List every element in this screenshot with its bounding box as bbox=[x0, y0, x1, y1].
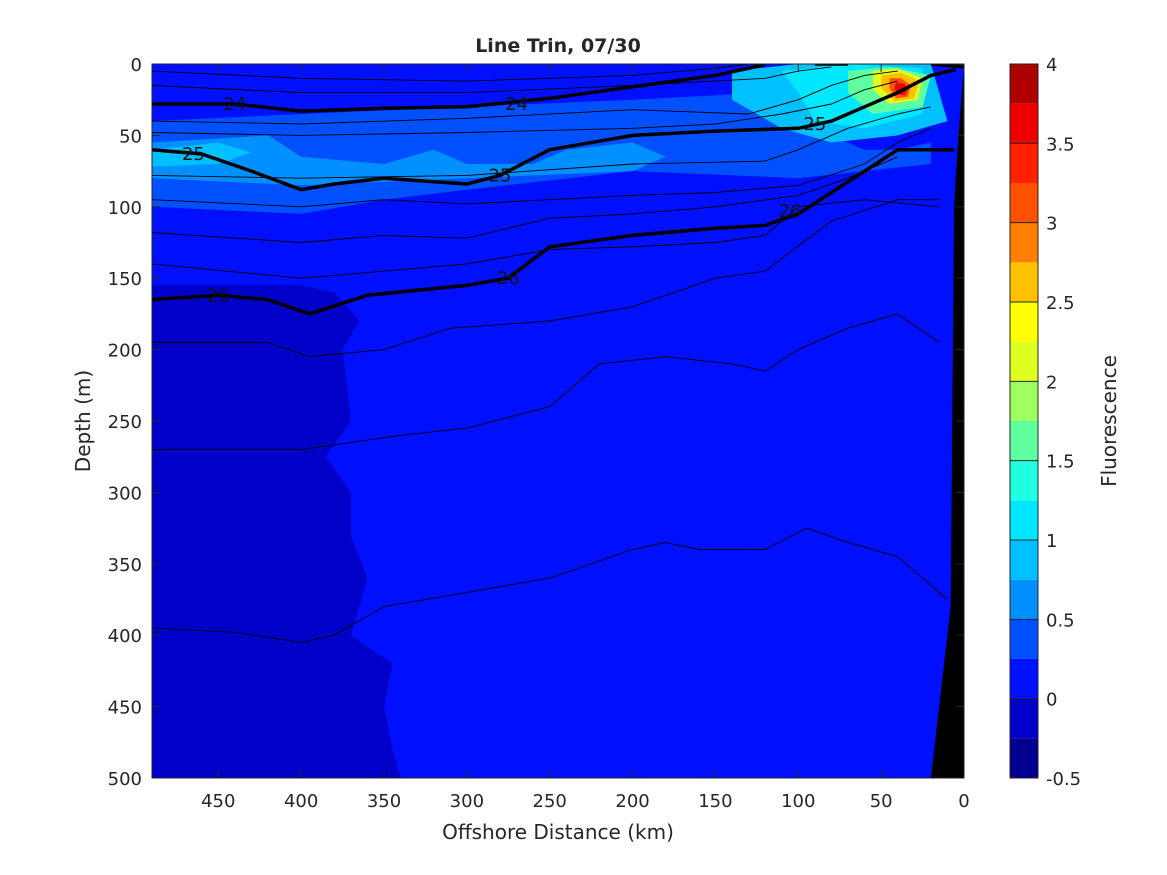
colorbar-segment-10 bbox=[1010, 341, 1038, 382]
contour-label-3-1: 25 bbox=[489, 165, 512, 186]
density-contour-8 bbox=[152, 80, 898, 136]
density-contour-7 bbox=[152, 70, 898, 125]
density-contour-13 bbox=[152, 199, 940, 358]
contour-label-0-1: 24 bbox=[505, 94, 528, 115]
colorbar-label: Fluorescence bbox=[1097, 355, 1121, 487]
colorbar-segment-17 bbox=[1010, 64, 1038, 104]
colorbar-tick-label-6: 2.5 bbox=[1046, 293, 1075, 314]
colorbar-segment-6 bbox=[1010, 500, 1038, 540]
contour-label-4-2: 26 bbox=[779, 201, 802, 222]
x-tick-label-4: 250 bbox=[533, 791, 567, 812]
fluorescence-region-2 bbox=[152, 135, 666, 186]
x-tick-label-1: 400 bbox=[284, 791, 318, 812]
x-tick-label-8: 50 bbox=[870, 791, 893, 812]
y-tick-label-9: 450 bbox=[108, 698, 142, 719]
density-contour-9 bbox=[152, 106, 931, 179]
colorbar-segment-9 bbox=[1010, 381, 1038, 421]
colorbar-tick-label-4: 1.5 bbox=[1046, 452, 1075, 473]
y-tick-label-6: 300 bbox=[108, 483, 142, 504]
contour-label-0-0: 24 bbox=[223, 94, 246, 115]
colorbar-tick-label-7: 3 bbox=[1046, 214, 1057, 235]
chart-title: Line Trin, 07/30 bbox=[475, 35, 641, 57]
density-contour-14 bbox=[152, 313, 940, 451]
contour-label-4-0: 26 bbox=[207, 285, 230, 306]
colorbar-segment-3 bbox=[1010, 619, 1038, 659]
density-contour-11 bbox=[152, 156, 898, 243]
fluorescence-region-0 bbox=[152, 285, 401, 778]
colorbar-tick-label-1: 0 bbox=[1046, 690, 1057, 711]
x-tick-label-7: 100 bbox=[781, 791, 815, 812]
x-axis-label: Offshore Distance (km) bbox=[442, 820, 674, 844]
colorbar-segment-12 bbox=[1010, 262, 1038, 302]
colorbar-segment-16 bbox=[1010, 103, 1038, 144]
colorbar-tick-label-8: 3.5 bbox=[1046, 134, 1075, 155]
colorbar-segment-5 bbox=[1010, 540, 1038, 580]
y-tick-label-5: 250 bbox=[108, 412, 142, 433]
colorbar-tick-label-2: 0.5 bbox=[1046, 610, 1075, 631]
x-tick-label-5: 200 bbox=[615, 791, 649, 812]
y-tick-label-1: 50 bbox=[119, 126, 142, 147]
y-axis-ticks: 0 50 100 150 200 250 300 350 400 450 500 bbox=[108, 55, 964, 790]
contour-label-3-2: 25 bbox=[803, 114, 826, 135]
colorbar-segment-15 bbox=[1010, 143, 1038, 183]
contour-label-3-0: 25 bbox=[182, 144, 205, 165]
colorbar-segment-0 bbox=[1010, 738, 1038, 778]
land-mask bbox=[930, 64, 964, 778]
colorbar-tick-label-5: 2 bbox=[1046, 372, 1057, 393]
y-tick-label-7: 350 bbox=[108, 555, 142, 576]
land-mask-shape bbox=[930, 64, 964, 778]
x-axis-ticks: 450 400 350 300 250 200 150 100 50 0 bbox=[201, 64, 970, 812]
x-tick-label-2: 350 bbox=[367, 791, 401, 812]
x-tick-label-3: 300 bbox=[450, 791, 484, 812]
y-tick-label-8: 400 bbox=[108, 626, 142, 647]
fluorescence-regions bbox=[152, 64, 948, 778]
x-tick-label-0: 450 bbox=[201, 791, 235, 812]
colorbar-segment-14 bbox=[1010, 183, 1038, 223]
y-tick-label-3: 150 bbox=[108, 269, 142, 290]
colorbar-segment-4 bbox=[1010, 579, 1038, 620]
density-contour-5 bbox=[152, 64, 749, 82]
colorbar-ticks: -0.5 0 0.5 1 1.5 2 2.5 3 3.5 4 bbox=[1010, 55, 1081, 790]
y-tick-label-10: 500 bbox=[108, 769, 142, 790]
colorbar-tick-label-0: -0.5 bbox=[1046, 769, 1081, 790]
density-contours bbox=[152, 64, 964, 643]
x-tick-label-6: 150 bbox=[698, 791, 732, 812]
colorbar-segment-13 bbox=[1010, 222, 1038, 263]
density-contour-12 bbox=[152, 199, 940, 279]
density-contour-4 bbox=[152, 147, 955, 316]
y-axis-label: Depth (m) bbox=[71, 370, 95, 472]
colorbar-segment-7 bbox=[1010, 460, 1038, 501]
colorbar-segment-1 bbox=[1010, 698, 1038, 739]
colorbar-tick-label-3: 1 bbox=[1046, 531, 1057, 552]
colorbar-segment-8 bbox=[1010, 421, 1038, 461]
y-tick-label-4: 200 bbox=[108, 341, 142, 362]
colorbar bbox=[1009, 63, 1039, 779]
y-tick-label-2: 100 bbox=[108, 198, 142, 219]
density-contour-3 bbox=[152, 67, 957, 192]
density-contour-10 bbox=[152, 127, 932, 208]
colorbar-segment-2 bbox=[1010, 659, 1038, 699]
y-tick-label-0: 0 bbox=[131, 55, 142, 76]
density-contour-15 bbox=[152, 527, 948, 643]
colorbar-tick-label-9: 4 bbox=[1046, 55, 1057, 76]
colorbar-segment-11 bbox=[1010, 302, 1038, 342]
contour-labels: 24 24 25 25 25 26 26 26 bbox=[182, 94, 826, 306]
x-tick-label-9: 0 bbox=[958, 791, 969, 812]
contour-label-4-1: 26 bbox=[497, 268, 520, 289]
density-contour-0 bbox=[152, 64, 766, 113]
plot-area: 24 24 25 25 25 26 26 26 bbox=[152, 64, 964, 778]
